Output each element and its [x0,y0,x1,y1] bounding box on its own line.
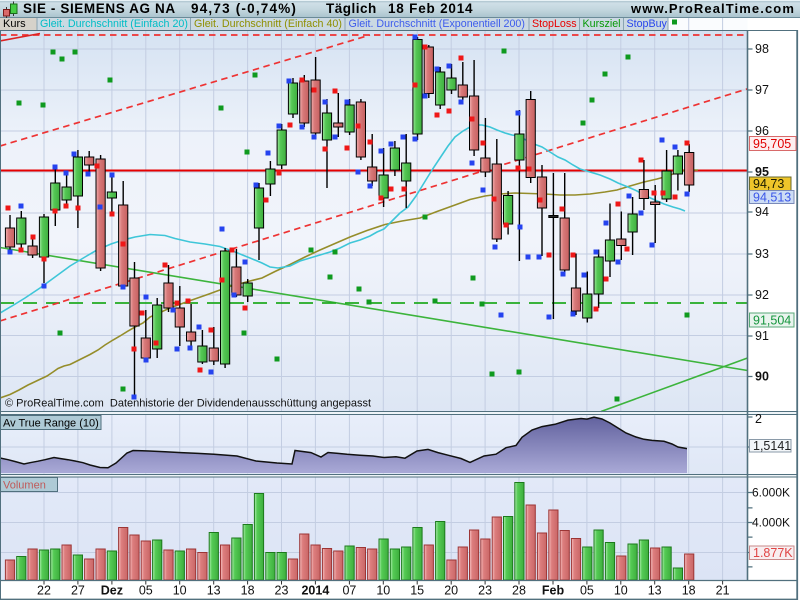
svg-text:1,5141: 1,5141 [753,439,791,453]
svg-text:98: 98 [755,42,769,56]
svg-text:94,513: 94,513 [753,190,791,204]
svg-text:1.877K: 1.877K [753,546,793,560]
svg-text:94: 94 [755,205,769,219]
svg-text:15: 15 [410,584,424,598]
svg-text:6.000K: 6.000K [752,486,790,500]
svg-text:Feb: Feb [542,584,565,598]
svg-text:94,73 (-0,74%): 94,73 (-0,74%) [191,1,297,16]
svg-text:© ProRealTime.com Datenhistor: © ProRealTime.com Datenhistorie der Divi… [5,398,371,410]
svg-text:18 Feb 2014: 18 Feb 2014 [388,1,473,16]
svg-text:91,504: 91,504 [753,313,791,327]
svg-text:2014: 2014 [301,584,329,598]
svg-text:21: 21 [716,584,730,598]
svg-text:05: 05 [139,584,153,598]
svg-text:Kursziel: Kursziel [583,18,621,30]
svg-text:Volumen: Volumen [3,480,46,492]
svg-text:18: 18 [682,584,696,598]
svg-text:93: 93 [755,247,769,261]
svg-text:18: 18 [241,584,255,598]
svg-text:Kurs: Kurs [3,18,26,30]
svg-text:2: 2 [755,412,762,426]
svg-text:20: 20 [444,584,458,598]
svg-text:10: 10 [376,584,390,598]
svg-text:Dez: Dez [101,584,123,598]
svg-text:97: 97 [755,83,769,97]
svg-text:4.000K: 4.000K [752,516,790,530]
svg-text:StopBuy: StopBuy [627,18,668,30]
svg-text:27: 27 [71,584,85,598]
svg-text:95: 95 [755,165,769,179]
svg-text:10: 10 [614,584,628,598]
svg-text:Gleit. Durchschnitt (Exponenti: Gleit. Durchschnitt (Exponentiell 200) [349,18,525,30]
svg-text:Täglich: Täglich [326,1,377,16]
svg-text:23: 23 [275,584,289,598]
svg-text:95,705: 95,705 [753,137,791,151]
svg-text:96: 96 [755,124,769,138]
svg-text:23: 23 [478,584,492,598]
svg-text:92: 92 [755,288,769,302]
svg-text:Gleit. Durchschnitt (Einfach 4: Gleit. Durchschnitt (Einfach 40) [194,18,342,30]
svg-text:13: 13 [648,584,662,598]
svg-text:Av True Range (10): Av True Range (10) [3,418,99,430]
svg-text:www.ProRealTime.com: www.ProRealTime.com [630,1,795,16]
svg-text:07: 07 [342,584,356,598]
svg-text:SIE - SIEMENS AG NA: SIE - SIEMENS AG NA [23,1,176,16]
svg-text:Gleit. Durchschnitt (Einfach 2: Gleit. Durchschnitt (Einfach 20) [40,18,188,30]
svg-text:13: 13 [207,584,221,598]
svg-text:05: 05 [580,584,594,598]
svg-text:22: 22 [37,584,51,598]
svg-text:StopLoss: StopLoss [532,18,577,30]
svg-text:90: 90 [755,370,769,384]
svg-text:10: 10 [173,584,187,598]
svg-text:28: 28 [512,584,526,598]
svg-text:94,73: 94,73 [753,177,784,191]
svg-text:91: 91 [755,329,769,343]
